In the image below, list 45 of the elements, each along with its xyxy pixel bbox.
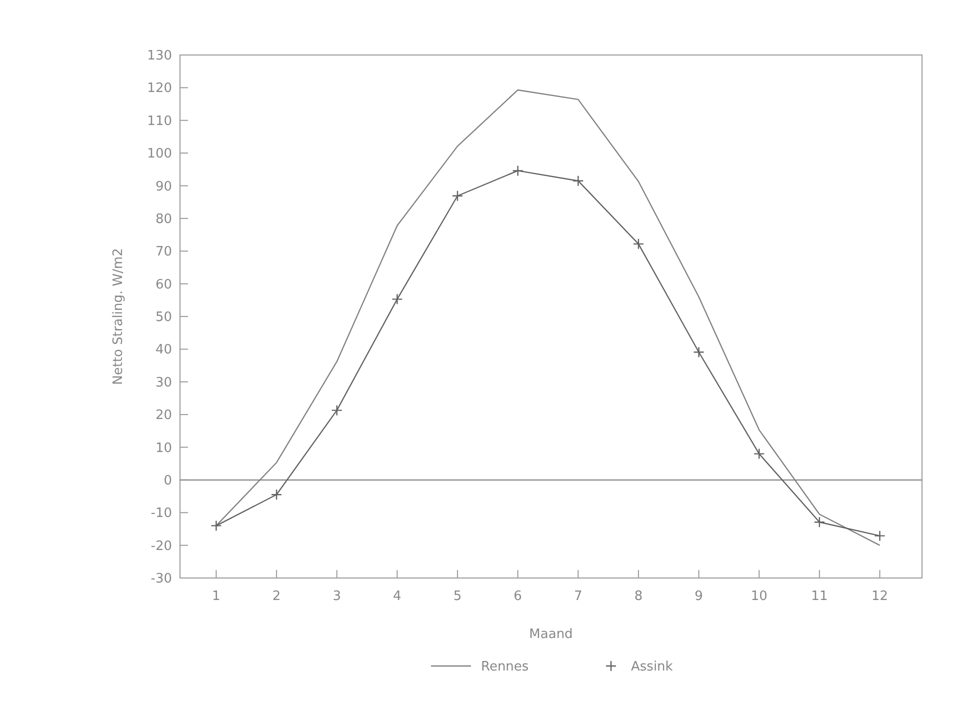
- y-tick-label: 60: [155, 277, 172, 292]
- x-tick-label: 2: [272, 589, 281, 604]
- y-tick-label: 40: [155, 342, 172, 358]
- y-tick-label: 30: [155, 375, 172, 390]
- point: [392, 294, 403, 305]
- point: [572, 175, 584, 186]
- y-tick-label: 130: [147, 48, 172, 64]
- x-tick-label: 10: [750, 589, 768, 604]
- x-tick-label: 8: [634, 589, 643, 604]
- point: [452, 190, 464, 202]
- legend-label: Assink: [631, 660, 674, 675]
- y-tick-label: 110: [147, 114, 172, 129]
- point: [331, 404, 342, 416]
- x-axis-title: Maand: [529, 627, 573, 642]
- y-tick-label: 50: [155, 310, 172, 326]
- x-tick-label: 9: [694, 589, 703, 604]
- y-tick-label: 90: [155, 179, 172, 194]
- point: [874, 530, 886, 542]
- y-tick-label: -10: [150, 506, 172, 522]
- point: [512, 165, 524, 176]
- y-tick-label: -30: [150, 572, 172, 587]
- y-tick-label: 80: [155, 212, 172, 227]
- x-tick-label: 7: [574, 589, 582, 604]
- point: [632, 238, 644, 250]
- y-tick-label: 10: [155, 440, 172, 456]
- x-tick-label: 1: [212, 589, 220, 604]
- x-tick-label: 6: [514, 589, 522, 604]
- x-tick-label: 5: [453, 589, 462, 604]
- point: [693, 346, 704, 358]
- legend-label: Rennes: [481, 660, 529, 675]
- point: [814, 516, 826, 528]
- point: [754, 448, 765, 460]
- x-tick-label: 12: [872, 589, 888, 604]
- y-axis-title: Netto Straling. W/m2: [111, 248, 126, 385]
- y-tick-label: 70: [155, 244, 172, 260]
- y-tick-label: -20: [150, 538, 172, 554]
- y-tick-label: 20: [155, 408, 172, 424]
- point: [210, 520, 222, 532]
- point: [270, 489, 282, 500]
- y-tick-label: 100: [147, 146, 172, 162]
- y-tick-label: 120: [147, 81, 172, 96]
- x-tick-label: 3: [332, 589, 341, 604]
- y-tick-label: 0: [164, 473, 172, 488]
- x-tick-label: 11: [811, 589, 828, 604]
- x-tick-label: 4: [393, 589, 402, 604]
